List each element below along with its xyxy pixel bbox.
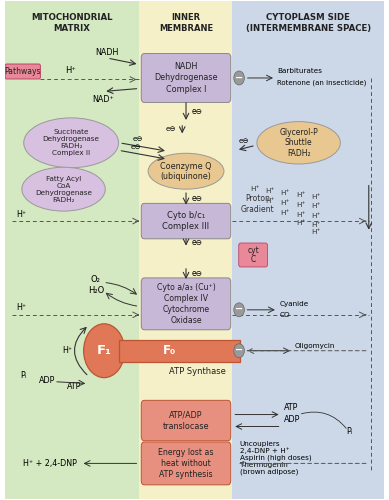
- Text: Fatty Acyl
CoA
Dehydrogenase
FADH₂: Fatty Acyl CoA Dehydrogenase FADH₂: [35, 176, 92, 203]
- Circle shape: [234, 303, 244, 317]
- FancyBboxPatch shape: [141, 54, 231, 102]
- Text: F₁: F₁: [96, 344, 112, 357]
- FancyBboxPatch shape: [141, 400, 231, 440]
- Text: Energy lost as
heat without
ATP synthesis: Energy lost as heat without ATP synthesi…: [158, 448, 214, 479]
- Ellipse shape: [148, 154, 224, 189]
- Text: Coenzyme Q
(ubiquinone): Coenzyme Q (ubiquinone): [160, 162, 212, 181]
- Text: H⁺: H⁺: [266, 188, 275, 194]
- Text: H⁺: H⁺: [16, 304, 26, 312]
- Text: Thermogenin: Thermogenin: [240, 462, 287, 468]
- Text: ATP: ATP: [284, 402, 298, 411]
- Text: Pathways: Pathways: [4, 67, 41, 76]
- Text: NADH
Dehydrogenase
Complex I: NADH Dehydrogenase Complex I: [154, 62, 218, 94]
- Circle shape: [234, 71, 244, 85]
- Text: e⊖: e⊖: [133, 136, 144, 142]
- Text: H⁺: H⁺: [296, 220, 305, 226]
- Text: CYTOPLASM SIDE
(INTERMEMBRANE SPACE): CYTOPLASM SIDE (INTERMEMBRANE SPACE): [245, 13, 371, 32]
- Text: −: −: [235, 345, 243, 355]
- Text: H⁺: H⁺: [311, 194, 321, 200]
- Text: Uncouplers: Uncouplers: [240, 442, 280, 448]
- Circle shape: [84, 324, 124, 378]
- Text: ATP/ADP
translocase: ATP/ADP translocase: [163, 410, 209, 430]
- Text: H⁺: H⁺: [281, 200, 290, 206]
- FancyBboxPatch shape: [5, 64, 40, 79]
- Text: Succinate
Dehydrogenase
FADH₂
Complex II: Succinate Dehydrogenase FADH₂ Complex II: [43, 130, 100, 156]
- Text: H⁺: H⁺: [16, 210, 26, 218]
- FancyBboxPatch shape: [141, 278, 231, 330]
- Text: Proton
Gradient: Proton Gradient: [241, 194, 274, 214]
- Text: MITOCHONDRIAL
MATRIX: MITOCHONDRIAL MATRIX: [32, 13, 113, 32]
- Text: Oligomycin: Oligomycin: [294, 342, 335, 348]
- Text: H⁺: H⁺: [311, 213, 321, 219]
- Text: cyt
C: cyt C: [247, 246, 259, 264]
- Text: H⁺: H⁺: [311, 222, 321, 228]
- Text: Glycerol-P
Shuttle
FADH₂: Glycerol-P Shuttle FADH₂: [279, 128, 318, 158]
- Ellipse shape: [24, 118, 119, 168]
- Text: Aspirin (high doses): Aspirin (high doses): [240, 454, 312, 461]
- Text: H⁺: H⁺: [311, 203, 321, 209]
- Text: Pᵢ: Pᵢ: [346, 427, 352, 436]
- Text: e⊖: e⊖: [192, 270, 203, 278]
- Text: −: −: [235, 304, 243, 314]
- Bar: [5, 0, 139, 500]
- Text: H⁺: H⁺: [296, 202, 305, 207]
- Ellipse shape: [22, 167, 105, 211]
- Text: e⊖: e⊖: [192, 107, 203, 116]
- Text: INNER
MEMBRANE: INNER MEMBRANE: [159, 13, 213, 32]
- FancyBboxPatch shape: [239, 243, 268, 267]
- Text: Pᵢ: Pᵢ: [20, 371, 26, 380]
- Text: H⁺: H⁺: [296, 192, 305, 198]
- Text: O₂: O₂: [91, 276, 101, 284]
- Text: Cyto b/c₁
Complex III: Cyto b/c₁ Complex III: [163, 211, 210, 231]
- Text: H⁺: H⁺: [65, 66, 76, 75]
- Circle shape: [234, 344, 244, 357]
- Text: ATP Synthase: ATP Synthase: [169, 366, 226, 376]
- Text: H⁺: H⁺: [296, 212, 305, 218]
- Text: H⁺: H⁺: [62, 346, 72, 355]
- Text: H⁺: H⁺: [281, 190, 290, 196]
- Text: CO: CO: [279, 312, 290, 318]
- Bar: [139, 0, 232, 500]
- Text: −: −: [235, 72, 243, 83]
- Text: H⁺: H⁺: [281, 210, 290, 216]
- Text: e⊖: e⊖: [166, 126, 177, 132]
- Text: e⊖: e⊖: [239, 138, 249, 144]
- Bar: [119, 340, 240, 361]
- Text: 2,4-DNP + H⁺: 2,4-DNP + H⁺: [240, 448, 289, 454]
- Text: Barbiturates: Barbiturates: [277, 68, 322, 74]
- Text: F₀: F₀: [163, 344, 176, 357]
- Text: ATP: ATP: [67, 382, 82, 391]
- Text: H⁺: H⁺: [251, 186, 260, 192]
- Text: H⁺: H⁺: [266, 198, 275, 204]
- Text: Rotenone (an insecticide): Rotenone (an insecticide): [277, 80, 366, 86]
- FancyBboxPatch shape: [141, 204, 231, 239]
- Text: H⁺ + 2,4-DNP: H⁺ + 2,4-DNP: [23, 459, 77, 468]
- Text: H⁺: H⁺: [311, 229, 321, 235]
- Text: (brown adipose): (brown adipose): [240, 468, 298, 474]
- Text: e⊖: e⊖: [192, 238, 203, 247]
- Text: Cyto a/a₃ (Cu⁺)
Complex IV
Cytochrome
Oxidase: Cyto a/a₃ (Cu⁺) Complex IV Cytochrome Ox…: [157, 282, 216, 325]
- Bar: [232, 0, 384, 500]
- Ellipse shape: [257, 122, 340, 164]
- Text: ADP: ADP: [39, 376, 55, 385]
- Text: NAD⁺: NAD⁺: [93, 96, 114, 104]
- FancyBboxPatch shape: [141, 442, 231, 485]
- Text: ADP: ADP: [284, 414, 300, 424]
- Text: H₂O: H₂O: [88, 286, 104, 296]
- Text: Cyanide: Cyanide: [279, 301, 308, 307]
- Text: e⊖: e⊖: [192, 194, 203, 203]
- Text: NADH: NADH: [95, 48, 119, 56]
- Text: e⊖: e⊖: [130, 144, 141, 150]
